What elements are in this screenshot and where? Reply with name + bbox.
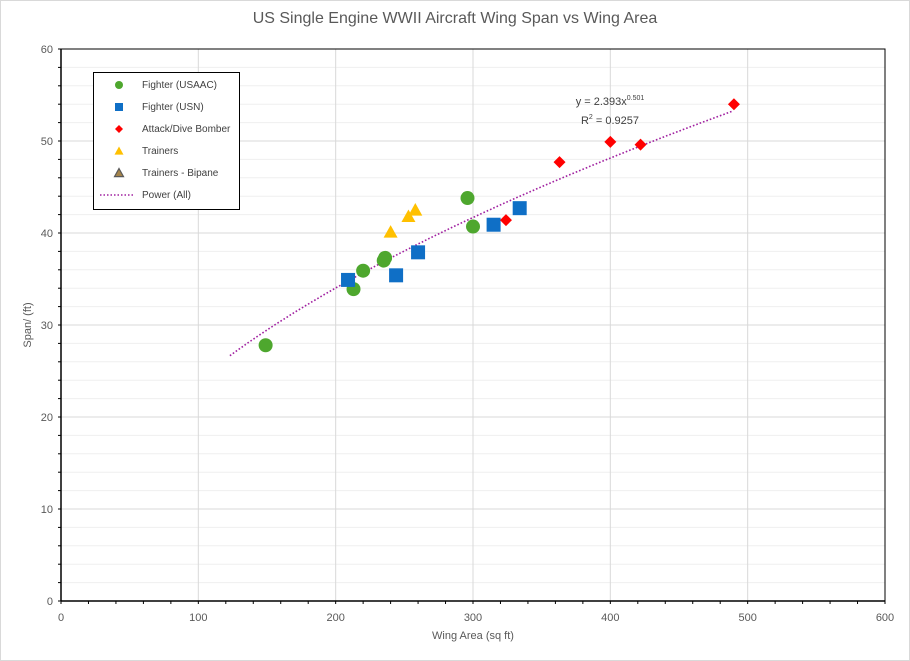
data-point — [727, 98, 740, 111]
legend-label: Power (All) — [142, 189, 191, 201]
data-point — [341, 272, 356, 287]
series-trainers — [383, 203, 423, 238]
diamond-marker-icon — [115, 125, 123, 133]
legend-item: Trainers - Bipane — [94, 165, 239, 181]
data-point — [389, 268, 404, 283]
data-point — [486, 217, 501, 232]
r2-exponent: 2 — [588, 114, 593, 121]
x-tick-label: 600 — [876, 612, 894, 624]
triangle-marker-icon — [113, 167, 125, 178]
y-tick-label: 20 — [41, 412, 53, 424]
legend-item: Fighter (USAAC) — [94, 77, 239, 93]
r2-value: = 0.9257 — [592, 115, 640, 127]
x-tick-label: 200 — [326, 612, 344, 624]
data-point — [634, 138, 647, 151]
legend-label: Trainers — [142, 145, 179, 157]
data-point — [408, 203, 423, 216]
data-point — [604, 135, 617, 148]
y-tick-label: 30 — [41, 320, 53, 332]
r2-label: R — [580, 115, 589, 127]
data-point — [376, 253, 391, 268]
y-tick-label: 0 — [47, 596, 53, 608]
legend-label: Attack/Dive Bomber — [142, 123, 231, 135]
dotted-line-icon — [100, 194, 134, 196]
data-point — [401, 209, 416, 223]
square-marker-icon — [115, 103, 123, 111]
data-point — [553, 156, 566, 169]
data-point — [411, 245, 426, 260]
x-tick-label: 0 — [58, 612, 64, 624]
equation-exponent: 0.501 — [626, 95, 645, 102]
legend-label: Fighter (USN) — [142, 101, 204, 113]
equation-text: y = 2.393x — [575, 96, 627, 108]
x-axis-label: Wing Area (sq ft) — [432, 630, 514, 642]
x-tick-label: 300 — [464, 612, 482, 624]
legend-item: Attack/Dive Bomber — [94, 121, 239, 137]
series-attack-dive-bomber — [499, 98, 740, 227]
data-point — [258, 338, 273, 353]
y-tick-label: 40 — [41, 228, 53, 240]
data-point — [356, 263, 371, 278]
trendline-equation: y = 2.393x0.501 R2 = 0.9257 — [560, 91, 660, 129]
data-point — [383, 225, 398, 238]
y-tick-label: 10 — [41, 504, 53, 516]
legend-label: Fighter (USAAC) — [142, 79, 218, 91]
legend-item: Trainers — [94, 143, 239, 159]
series-fighter-usn- — [341, 201, 527, 287]
data-point — [512, 201, 527, 216]
x-tick-label: 500 — [738, 612, 756, 624]
y-axis-label: Span/ (ft) — [22, 302, 34, 347]
data-point — [460, 191, 475, 206]
x-tick-label: 100 — [189, 612, 207, 624]
x-tick-label: 400 — [601, 612, 619, 624]
legend-item: Power (All) — [94, 187, 239, 203]
triangle-marker-icon — [114, 146, 124, 155]
legend-label: Trainers - Bipane — [142, 167, 219, 179]
data-point — [499, 214, 512, 227]
y-tick-label: 50 — [41, 136, 53, 148]
y-tick-label: 60 — [41, 44, 53, 56]
legend-item: Fighter (USN) — [94, 99, 239, 115]
legend: Fighter (USAAC) Fighter (USN) Attack/Dive … — [93, 72, 240, 210]
power-trendline — [229, 110, 733, 357]
data-point — [466, 219, 480, 234]
chart-title: US Single Engine WWII Aircraft Wing Span… — [252, 10, 658, 27]
circle-marker-icon — [115, 81, 123, 89]
series-fighter-usaac- — [258, 191, 480, 353]
